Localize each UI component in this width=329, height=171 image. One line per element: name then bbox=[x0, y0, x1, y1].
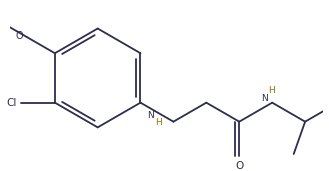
Text: O: O bbox=[235, 161, 243, 171]
Text: O: O bbox=[15, 31, 23, 41]
Text: H: H bbox=[156, 118, 162, 127]
Text: N: N bbox=[261, 94, 267, 103]
Text: H: H bbox=[268, 86, 275, 95]
Text: N: N bbox=[147, 110, 154, 120]
Text: Cl: Cl bbox=[7, 98, 17, 108]
